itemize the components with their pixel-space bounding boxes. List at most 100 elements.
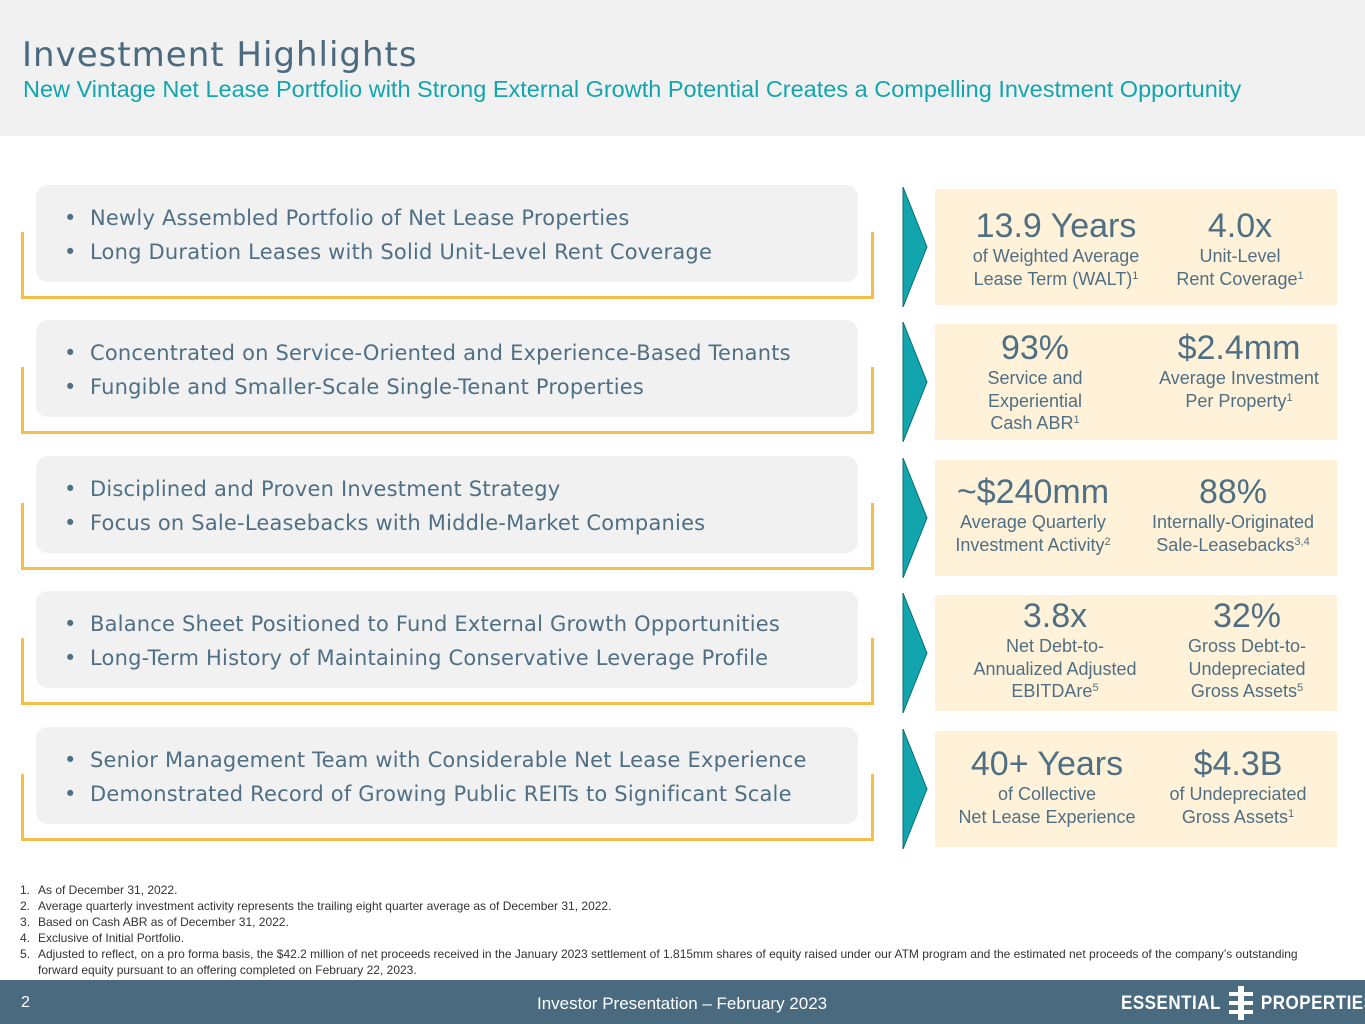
stat-label-text: Annualized Adjusted — [973, 658, 1137, 679]
footnote-ref: 1 — [1287, 807, 1295, 820]
stat-label-text: EBITDAre — [1011, 681, 1093, 701]
stat-label-line: Internally-Originated — [1140, 511, 1326, 534]
bullet-dot-icon: • — [64, 511, 77, 535]
stat-label-text: Gross Debt-to- — [1187, 636, 1307, 656]
bullet-dot-icon: • — [64, 240, 77, 264]
footer-text: Investor Presentation – February 2023 — [537, 994, 828, 1013]
stat-label-line: Unit-Level — [1160, 245, 1320, 268]
stat-block: 4.0x Unit-Level Rent Coverage1 — [1160, 207, 1320, 290]
chevron-right-icon — [902, 458, 928, 578]
bullet-item: • Disciplined and Proven Investment Strat… — [64, 472, 705, 506]
bullet-panel: • Concentrated on Service-Oriented and Ex… — [36, 320, 858, 417]
stat-label-line: Gross Debt-to- — [1170, 635, 1324, 658]
bullet-panel: • Senior Management Team with Considerabl… — [36, 727, 858, 824]
bullet-text: Disciplined and Proven Investment Strate… — [90, 477, 561, 501]
footnote: 4. Exclusive of Initial Portfolio. — [20, 931, 185, 945]
stat-label-line: EBITDAre5 — [955, 680, 1155, 703]
bullet-list: • Newly Assembled Portfolio of Net Lease … — [64, 201, 712, 269]
footnote-ref: 5 — [1296, 682, 1304, 694]
highlight-row: • Disciplined and Proven Investment Strat… — [0, 456, 1365, 592]
footnote: 2. Average quarterly investment activity … — [20, 899, 612, 913]
stat-label-line: Net Lease Experience — [945, 806, 1149, 829]
bullet-panel: • Balance Sheet Positioned to Fund Extern… — [36, 591, 858, 688]
stats-panel — [935, 460, 1337, 576]
highlight-row: • Balance Sheet Positioned to Fund Extern… — [0, 591, 1365, 727]
stat-label-text: Cash ABR — [990, 413, 1074, 433]
stats-panel — [935, 595, 1337, 711]
chevron-right-icon — [902, 322, 928, 442]
stat-value: $4.3B — [1193, 745, 1283, 783]
footnote-ref: 1 — [1297, 269, 1304, 282]
stat-label-text: of Weighted Average — [972, 246, 1140, 266]
stat-value: 13.9 Years — [975, 207, 1137, 245]
bullet-text: Concentrated on Service-Oriented and Exp… — [90, 341, 791, 365]
stat-label-text: Lease Term (WALT) — [973, 268, 1133, 289]
footnote: 1. As of December 31, 2022. — [20, 883, 178, 897]
row-bracket — [21, 638, 874, 705]
logo-word-left: ESSENTIAL — [1121, 991, 1221, 1014]
stat-label-text: Average Investment — [1159, 368, 1319, 388]
stats-panel — [935, 324, 1337, 440]
chevron-right-icon — [902, 187, 928, 307]
stats-panel — [935, 189, 1337, 305]
stat-label-text: of Collective — [997, 784, 1097, 804]
stat-value: $2.4mm — [1177, 329, 1301, 367]
bullet-item: • Demonstrated Record of Growing Public R… — [64, 777, 807, 811]
essential-properties-mark-icon — [1228, 986, 1253, 1020]
bullet-list: • Balance Sheet Positioned to Fund Extern… — [64, 607, 780, 675]
bullet-text: Focus on Sale-Leasebacks with Middle-Mar… — [90, 511, 706, 535]
stat-label-text: Service and — [987, 368, 1083, 388]
stat-label-line: Net Debt-to- — [955, 635, 1155, 658]
footnote-ref: 1 — [1073, 414, 1080, 426]
bullet-dot-icon: • — [64, 748, 77, 772]
bullet-item: • Long Duration Leases with Solid Unit-Le… — [64, 235, 712, 269]
stat-label-line: Average Quarterly — [944, 511, 1122, 534]
stat-label-line: Annualized Adjusted — [955, 658, 1155, 681]
stat-label-line: Per Property1 — [1148, 390, 1330, 413]
stat-block: 3.8x Net Debt-to- Annualized Adjusted EBITD… — [955, 597, 1155, 703]
bullet-dot-icon: • — [64, 375, 77, 399]
stat-value: 4.0x — [1207, 207, 1273, 245]
stats-panel — [935, 731, 1337, 847]
footnote-ref: 1 — [1286, 391, 1293, 404]
stat-label-line: Average Investment — [1148, 367, 1330, 390]
stat-label-line: of Undepreciated — [1158, 783, 1318, 806]
bullet-dot-icon: • — [64, 477, 77, 501]
footnote-ref: 2 — [1104, 535, 1111, 548]
bullet-panel: • Newly Assembled Portfolio of Net Lease … — [36, 185, 858, 282]
stat-block: 88% Internally-Originated Sale-Leasebacks3… — [1140, 473, 1326, 556]
stat-value: 93% — [1000, 329, 1070, 367]
bullet-dot-icon: • — [64, 782, 77, 806]
stat-label-text: Experiential — [987, 390, 1083, 411]
stat-value: 3.8x — [1022, 597, 1088, 635]
bullet-dot-icon: • — [64, 341, 77, 365]
stat-label-text: Internally-Originated — [1151, 512, 1315, 532]
bullet-item: • Balance Sheet Positioned to Fund Extern… — [64, 607, 780, 641]
stat-label-text: Gross Assets — [1190, 681, 1297, 701]
stat-block: $2.4mm Average Investment Per Property1 — [1148, 329, 1330, 412]
footer-bar: 2 Investor Presentation – February 2023 … — [0, 980, 1365, 1024]
stat-label-text: Rent Coverage — [1176, 268, 1298, 289]
stat-block: $4.3B of Undepreciated Gross Assets1 — [1158, 745, 1318, 828]
bullet-list: • Senior Management Team with Considerabl… — [64, 743, 807, 811]
header-band: Investment Highlights New Vintage Net Le… — [0, 0, 1365, 136]
footnote-ref: 5 — [1092, 682, 1099, 694]
stat-value: 40+ Years — [970, 745, 1124, 783]
bullet-item: • Fungible and Smaller-Scale Single-Tenan… — [64, 370, 791, 404]
bullet-item: • Concentrated on Service-Oriented and Ex… — [64, 336, 791, 370]
highlight-row: • Senior Management Team with Considerabl… — [0, 727, 1365, 863]
stat-label-text: Per Property — [1185, 390, 1287, 411]
highlight-row: • Concentrated on Service-Oriented and Ex… — [0, 320, 1365, 456]
bullet-item: • Long-Term History of Maintaining Conser… — [64, 641, 780, 675]
stat-label-text: Net Debt-to- — [1005, 636, 1105, 656]
stat-label-text: Gross Assets — [1181, 806, 1288, 827]
stat-label-text: Average Quarterly — [960, 512, 1106, 532]
stat-label-text: Net Lease Experience — [958, 806, 1136, 827]
footnotes: 1. As of December 31, 2022. 2. Average qua… — [20, 882, 1320, 978]
stat-block: 32% Gross Debt-to- Undepreciated Gross Asse… — [1170, 597, 1324, 703]
footnote: 5. Adjusted to reflect, on a pro forma ba… — [20, 947, 1298, 977]
stat-value: ~$240mm — [956, 473, 1110, 511]
stat-label-line: Undepreciated — [1170, 658, 1324, 681]
stat-label-text: Unit-Level — [1199, 246, 1281, 266]
chevron-right-icon — [902, 729, 928, 849]
